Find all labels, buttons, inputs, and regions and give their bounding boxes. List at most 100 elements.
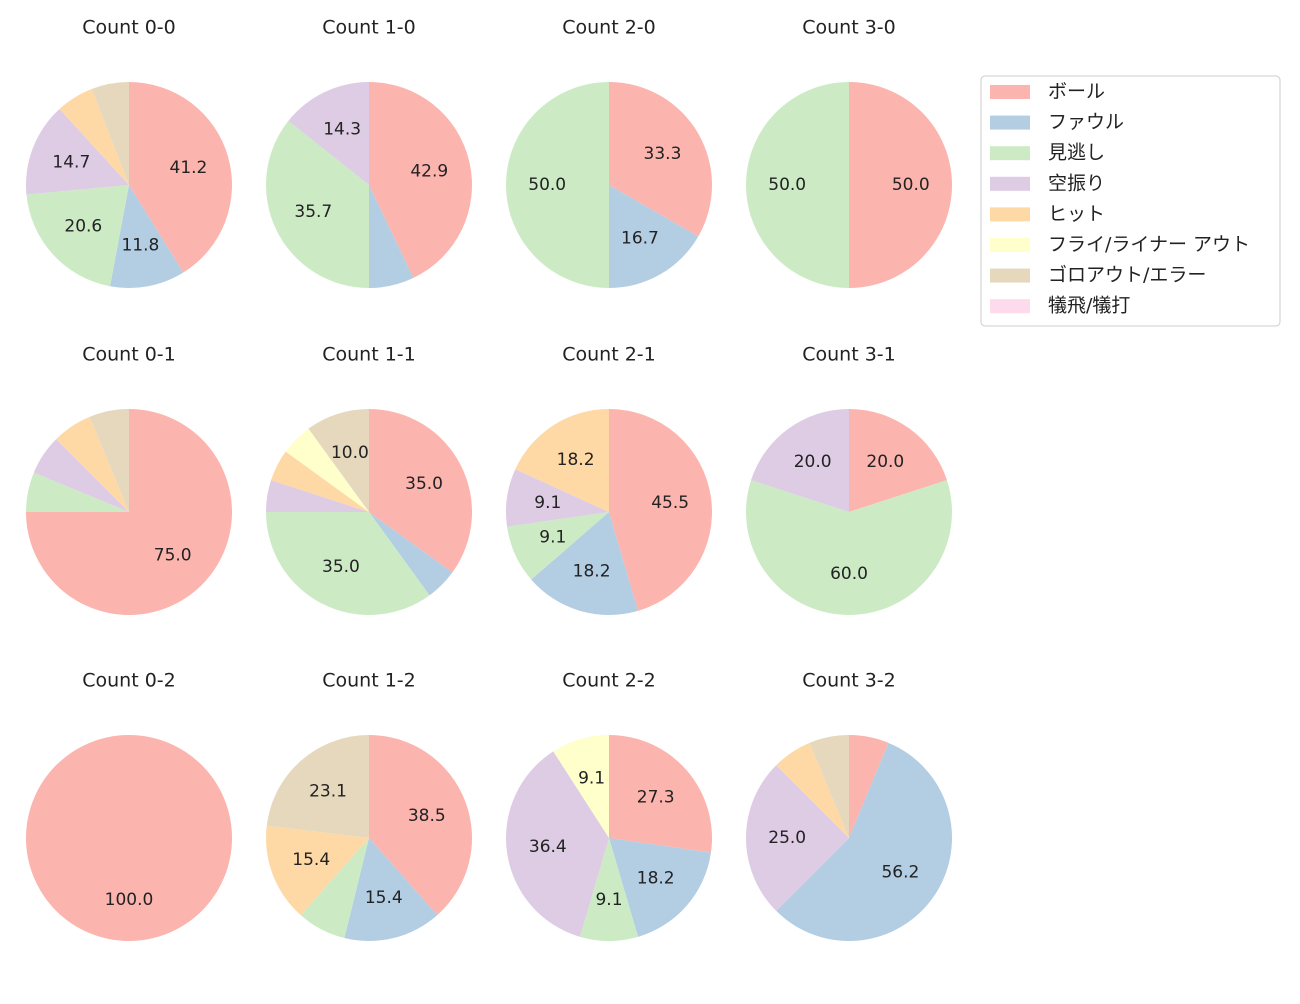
chart-title: Count 2-2	[562, 670, 656, 692]
pie-slice	[506, 469, 609, 527]
pie-slice	[609, 409, 712, 611]
pie-slice	[266, 512, 430, 615]
slice-label: 14.7	[52, 153, 90, 173]
slice-label: 16.7	[621, 228, 659, 248]
slice-label: 14.3	[323, 119, 361, 139]
slice-label: 35.7	[294, 202, 332, 222]
pie-slice	[746, 82, 849, 288]
legend-label: ボール	[1048, 81, 1105, 103]
slice-label: 60.0	[830, 564, 868, 584]
pie-slice	[91, 82, 129, 185]
pie-slice	[776, 742, 952, 941]
pie-slice	[746, 480, 952, 616]
slice-label: 35.0	[405, 474, 443, 494]
pie-slice	[531, 512, 639, 615]
legend-label: 見逃し	[1048, 142, 1105, 164]
slice-label: 35.0	[322, 557, 360, 577]
chart-title: Count 3-0	[802, 17, 896, 39]
legend-swatch	[990, 238, 1030, 252]
legend-swatch	[990, 115, 1030, 130]
slice-label: 50.0	[768, 175, 806, 195]
pie-slice	[849, 409, 947, 512]
chart-title: Count 1-2	[322, 670, 416, 692]
pie-slice	[26, 185, 130, 287]
legend-label: 犠飛/犠打	[1048, 295, 1130, 317]
slice-label: 18.2	[637, 868, 675, 888]
pie-slice	[609, 735, 712, 853]
slice-label: 41.2	[170, 158, 208, 178]
chart-title: Count 2-0	[562, 17, 656, 39]
slice-label: 25.0	[768, 828, 806, 848]
chart-title: Count 0-2	[82, 670, 176, 692]
slice-label: 9.1	[539, 528, 566, 548]
pie-slice	[849, 82, 952, 288]
pie-slice	[579, 838, 639, 941]
legend-box	[980, 75, 1281, 327]
pie-slice	[344, 838, 438, 941]
slice-label: 11.8	[121, 236, 159, 256]
pie-slice	[300, 838, 369, 939]
pie-slice	[369, 512, 453, 596]
slice-label: 56.2	[881, 862, 919, 882]
slice-label: 33.3	[644, 144, 682, 164]
pie-slice	[285, 428, 369, 512]
pie-slice	[271, 451, 369, 512]
pie-slice	[609, 82, 712, 237]
pie-slice	[507, 512, 609, 580]
pie-slice	[553, 735, 609, 838]
slice-label: 100.0	[105, 890, 154, 910]
pie-slice	[33, 439, 129, 512]
pie-slice	[369, 82, 472, 278]
slice-label: 15.4	[292, 850, 330, 870]
slice-label: 9.1	[595, 890, 622, 910]
pie-slice	[266, 735, 369, 838]
slice-label: 36.4	[529, 837, 567, 857]
slice-label: 45.5	[651, 493, 689, 513]
pie-slice	[129, 82, 232, 273]
legend-swatch	[990, 299, 1030, 314]
slice-label: 50.0	[892, 175, 930, 195]
pie-slice	[288, 82, 369, 185]
slice-label: 10.0	[331, 443, 369, 463]
slice-label: 20.0	[866, 452, 904, 472]
pie-slice	[809, 735, 849, 838]
slice-label: 9.1	[578, 769, 605, 789]
legend-swatch	[990, 176, 1030, 191]
slice-label: 75.0	[154, 546, 192, 566]
chart-title: Count 0-0	[82, 17, 176, 39]
legend-label: フライ/ライナー アウト	[1048, 234, 1250, 256]
pie-slice	[515, 409, 609, 512]
slice-label: 42.9	[410, 161, 448, 181]
pie-slice	[89, 409, 129, 512]
pie-slice	[308, 409, 369, 512]
pie-slice	[59, 88, 129, 185]
pie-slice	[506, 751, 609, 937]
legend-swatch	[990, 207, 1030, 222]
pie-slice	[751, 409, 849, 512]
pie-slice	[506, 82, 609, 288]
chart-title: Count 1-0	[322, 17, 416, 39]
slice-label: 27.3	[637, 788, 675, 808]
chart-title: Count 2-1	[562, 344, 656, 366]
chart-title: Count 3-2	[802, 670, 896, 692]
pie-slice	[609, 185, 699, 288]
legend-label: 空振り	[1048, 172, 1105, 194]
pie-slice	[369, 409, 472, 573]
slice-label: 38.5	[408, 806, 446, 826]
slice-label: 50.0	[528, 175, 566, 195]
legend-label: ヒット	[1048, 203, 1105, 225]
legend-label: ファウル	[1048, 111, 1124, 133]
pie-slice	[110, 185, 184, 288]
chart-title: Count 0-1	[82, 344, 176, 366]
slice-label: 18.2	[557, 450, 595, 470]
pie-slice	[26, 472, 129, 512]
pie-slice	[745, 765, 849, 911]
slice-label: 9.1	[534, 493, 561, 513]
pie-slice	[266, 825, 369, 916]
legend-swatch	[990, 146, 1030, 161]
slice-label: 15.4	[365, 888, 403, 908]
slice-label: 20.6	[64, 217, 102, 237]
chart-title: Count 1-1	[322, 344, 416, 366]
pie-slice	[776, 742, 849, 838]
